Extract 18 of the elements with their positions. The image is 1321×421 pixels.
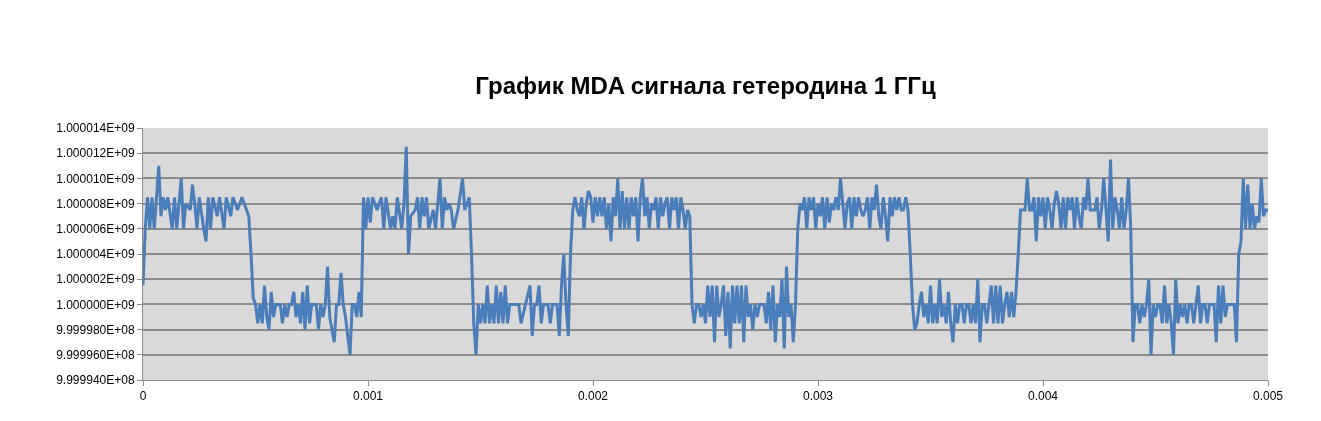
y-tick-label: 1.000002E+09 (56, 272, 135, 287)
chart-title: График MDA сигнала гетеродина 1 ГГц (475, 72, 936, 100)
y-tick-label: 9.999940E+08 (56, 373, 135, 388)
y-tick-label: 1.000014E+09 (56, 121, 135, 136)
x-tick-label: 0.002 (577, 389, 609, 404)
y-tick-label: 1.000010E+09 (56, 171, 135, 186)
y-tick-label: 1.000006E+09 (56, 222, 135, 236)
x-tick-label: 0.005 (1252, 389, 1284, 404)
y-tick-label: 1.000004E+09 (56, 247, 135, 262)
x-tick-label: 0.001 (352, 389, 384, 404)
x-tick-label: 0.004 (1027, 389, 1059, 404)
y-tick-label: 1.000008E+09 (56, 196, 135, 211)
y-tick-label: 9.999960E+08 (56, 348, 135, 362)
y-tick-label: 1.000000E+09 (56, 297, 135, 312)
x-tick-label: 0 (139, 389, 147, 404)
y-tick-label: 9.999980E+08 (56, 322, 135, 337)
x-tick-label: 0.003 (802, 389, 834, 404)
y-tick-label: 1.000012E+09 (56, 146, 135, 161)
